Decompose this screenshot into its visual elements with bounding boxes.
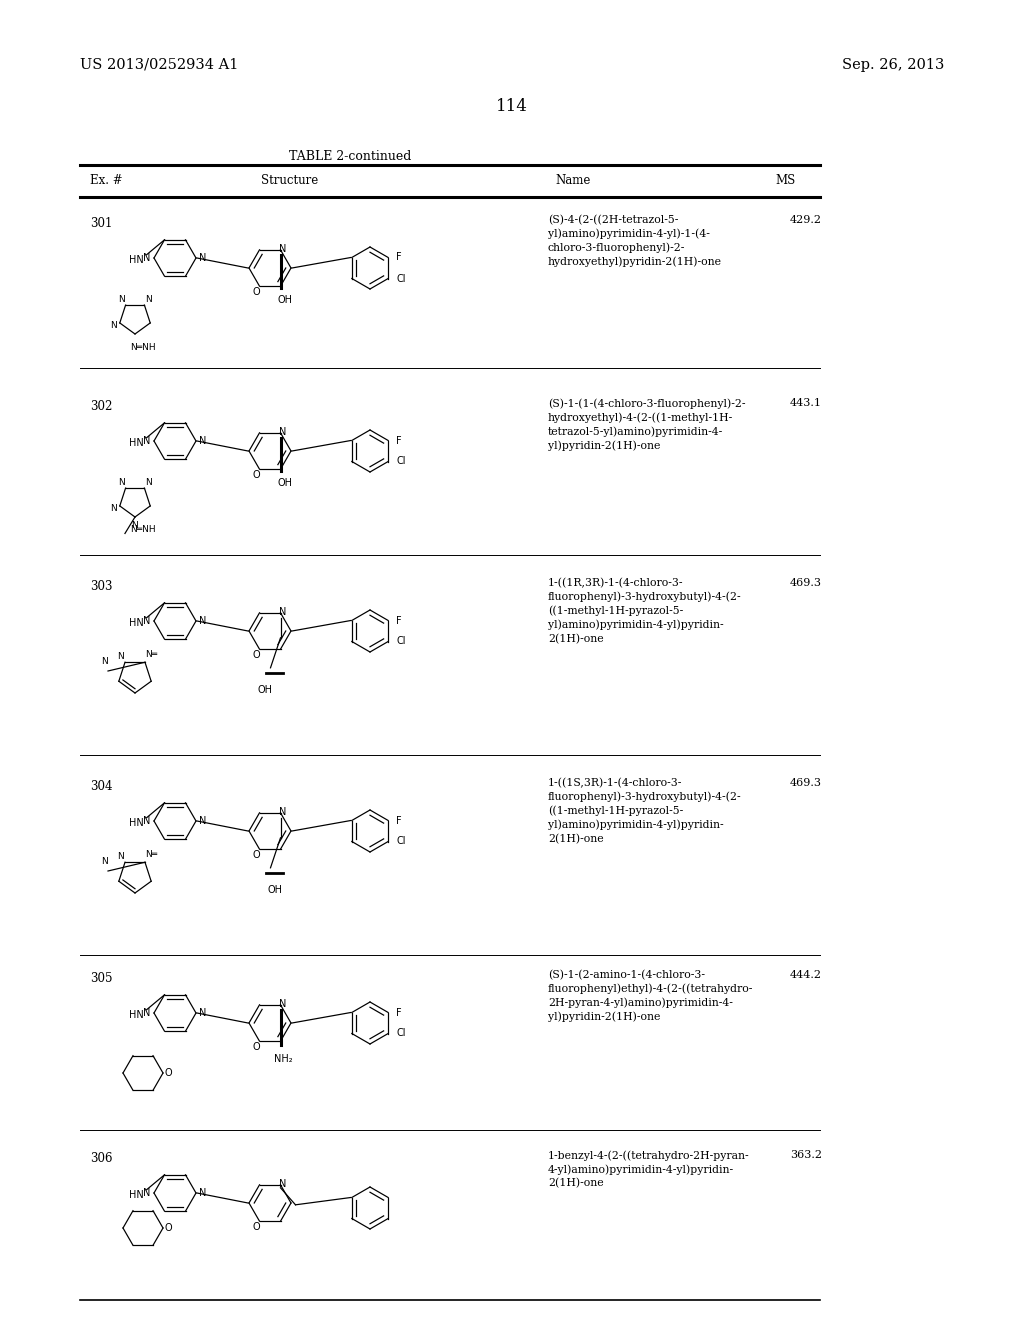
Text: (S)-1-(1-(4-chloro-3-fluorophenyl)-2-
hydroxyethyl)-4-(2-((1-methyl-1H-
tetrazol: (S)-1-(1-(4-chloro-3-fluorophenyl)-2- hy… — [548, 399, 745, 450]
Text: 114: 114 — [496, 98, 528, 115]
Text: OH: OH — [258, 685, 273, 694]
Text: N: N — [110, 504, 117, 512]
Text: O: O — [252, 651, 260, 660]
Text: F: F — [396, 816, 401, 825]
Text: 469.3: 469.3 — [790, 578, 822, 587]
Text: Cl: Cl — [396, 837, 406, 846]
Text: N: N — [145, 478, 152, 487]
Text: N: N — [132, 520, 138, 529]
Text: Cl: Cl — [396, 273, 406, 284]
Text: N: N — [101, 857, 109, 866]
Text: N: N — [200, 816, 207, 826]
Text: US 2013/0252934 A1: US 2013/0252934 A1 — [80, 58, 239, 73]
Text: O: O — [252, 1222, 260, 1233]
Text: OH: OH — [278, 294, 292, 305]
Text: N═: N═ — [144, 850, 157, 858]
Text: N: N — [118, 294, 125, 304]
Text: N: N — [280, 244, 287, 255]
Text: N: N — [145, 294, 152, 304]
Text: N: N — [280, 999, 287, 1010]
Text: N: N — [200, 1188, 207, 1199]
Text: (S)-1-(2-amino-1-(4-chloro-3-
fluorophenyl)ethyl)-4-(2-((tetrahydro-
2H-pyran-4-: (S)-1-(2-amino-1-(4-chloro-3- fluorophen… — [548, 970, 754, 1022]
Text: N: N — [110, 321, 117, 330]
Text: N: N — [143, 616, 151, 626]
Text: Cl: Cl — [396, 636, 406, 647]
Text: HN: HN — [129, 618, 144, 628]
Text: F: F — [396, 252, 401, 263]
Text: O: O — [252, 470, 260, 480]
Text: Sep. 26, 2013: Sep. 26, 2013 — [842, 58, 944, 73]
Text: N: N — [101, 656, 109, 665]
Text: N═NH: N═NH — [130, 525, 156, 535]
Text: N: N — [143, 816, 151, 826]
Text: N: N — [280, 1180, 287, 1189]
Text: Cl: Cl — [396, 1028, 406, 1039]
Text: HN: HN — [129, 438, 144, 447]
Text: HN: HN — [129, 818, 144, 828]
Text: F: F — [396, 1007, 401, 1018]
Text: N: N — [280, 808, 287, 817]
Text: 302: 302 — [90, 400, 113, 413]
Text: F: F — [396, 615, 401, 626]
Text: N: N — [143, 253, 151, 263]
Text: 443.1: 443.1 — [790, 399, 822, 408]
Text: O: O — [252, 850, 260, 861]
Text: 306: 306 — [90, 1152, 113, 1166]
Text: 304: 304 — [90, 780, 113, 793]
Text: 429.2: 429.2 — [790, 215, 822, 224]
Text: Structure: Structure — [261, 174, 318, 187]
Text: 444.2: 444.2 — [790, 970, 822, 979]
Text: N: N — [280, 428, 287, 437]
Text: 363.2: 363.2 — [790, 1150, 822, 1160]
Text: 1-((1R,3R)-1-(4-chloro-3-
fluorophenyl)-3-hydroxybutyl)-4-(2-
((1-methyl-1H-pyra: 1-((1R,3R)-1-(4-chloro-3- fluorophenyl)-… — [548, 578, 741, 644]
Text: 469.3: 469.3 — [790, 777, 822, 788]
Text: Ex. #: Ex. # — [90, 174, 123, 187]
Text: F: F — [396, 436, 401, 446]
Text: OH: OH — [278, 478, 292, 488]
Text: 1-((1S,3R)-1-(4-chloro-3-
fluorophenyl)-3-hydroxybutyl)-4-(2-
((1-methyl-1H-pyra: 1-((1S,3R)-1-(4-chloro-3- fluorophenyl)-… — [548, 777, 741, 843]
Text: HN: HN — [129, 1010, 144, 1020]
Text: 303: 303 — [90, 579, 113, 593]
Text: O: O — [164, 1068, 172, 1078]
Text: HN: HN — [129, 255, 144, 265]
Text: HN: HN — [129, 1189, 144, 1200]
Text: TABLE 2-continued: TABLE 2-continued — [289, 150, 412, 162]
Text: O: O — [164, 1224, 172, 1233]
Text: N: N — [118, 478, 125, 487]
Text: 305: 305 — [90, 972, 113, 985]
Text: N: N — [143, 1008, 151, 1018]
Text: Cl: Cl — [396, 457, 406, 466]
Text: N: N — [143, 1188, 151, 1199]
Text: N: N — [200, 616, 207, 626]
Text: O: O — [252, 288, 260, 297]
Text: N: N — [200, 253, 207, 263]
Text: N: N — [143, 436, 151, 446]
Text: N: N — [200, 436, 207, 446]
Text: OH: OH — [268, 884, 283, 895]
Text: 301: 301 — [90, 216, 113, 230]
Text: N═NH: N═NH — [130, 342, 156, 351]
Text: Name: Name — [555, 174, 591, 187]
Text: MS: MS — [775, 174, 796, 187]
Text: N: N — [118, 853, 124, 861]
Text: N: N — [200, 1008, 207, 1018]
Text: NH₂: NH₂ — [274, 1053, 293, 1064]
Text: O: O — [252, 1043, 260, 1052]
Text: N═: N═ — [144, 649, 157, 659]
Text: N: N — [118, 652, 124, 661]
Text: N: N — [280, 607, 287, 618]
Text: 1-benzyl-4-(2-((tetrahydro-2H-pyran-
4-yl)amino)pyrimidin-4-yl)pyridin-
2(1H)-on: 1-benzyl-4-(2-((tetrahydro-2H-pyran- 4-y… — [548, 1150, 750, 1188]
Text: (S)-4-(2-((2H-tetrazol-5-
yl)amino)pyrimidin-4-yl)-1-(4-
chloro-3-fluorophenyl)-: (S)-4-(2-((2H-tetrazol-5- yl)amino)pyrim… — [548, 215, 722, 267]
